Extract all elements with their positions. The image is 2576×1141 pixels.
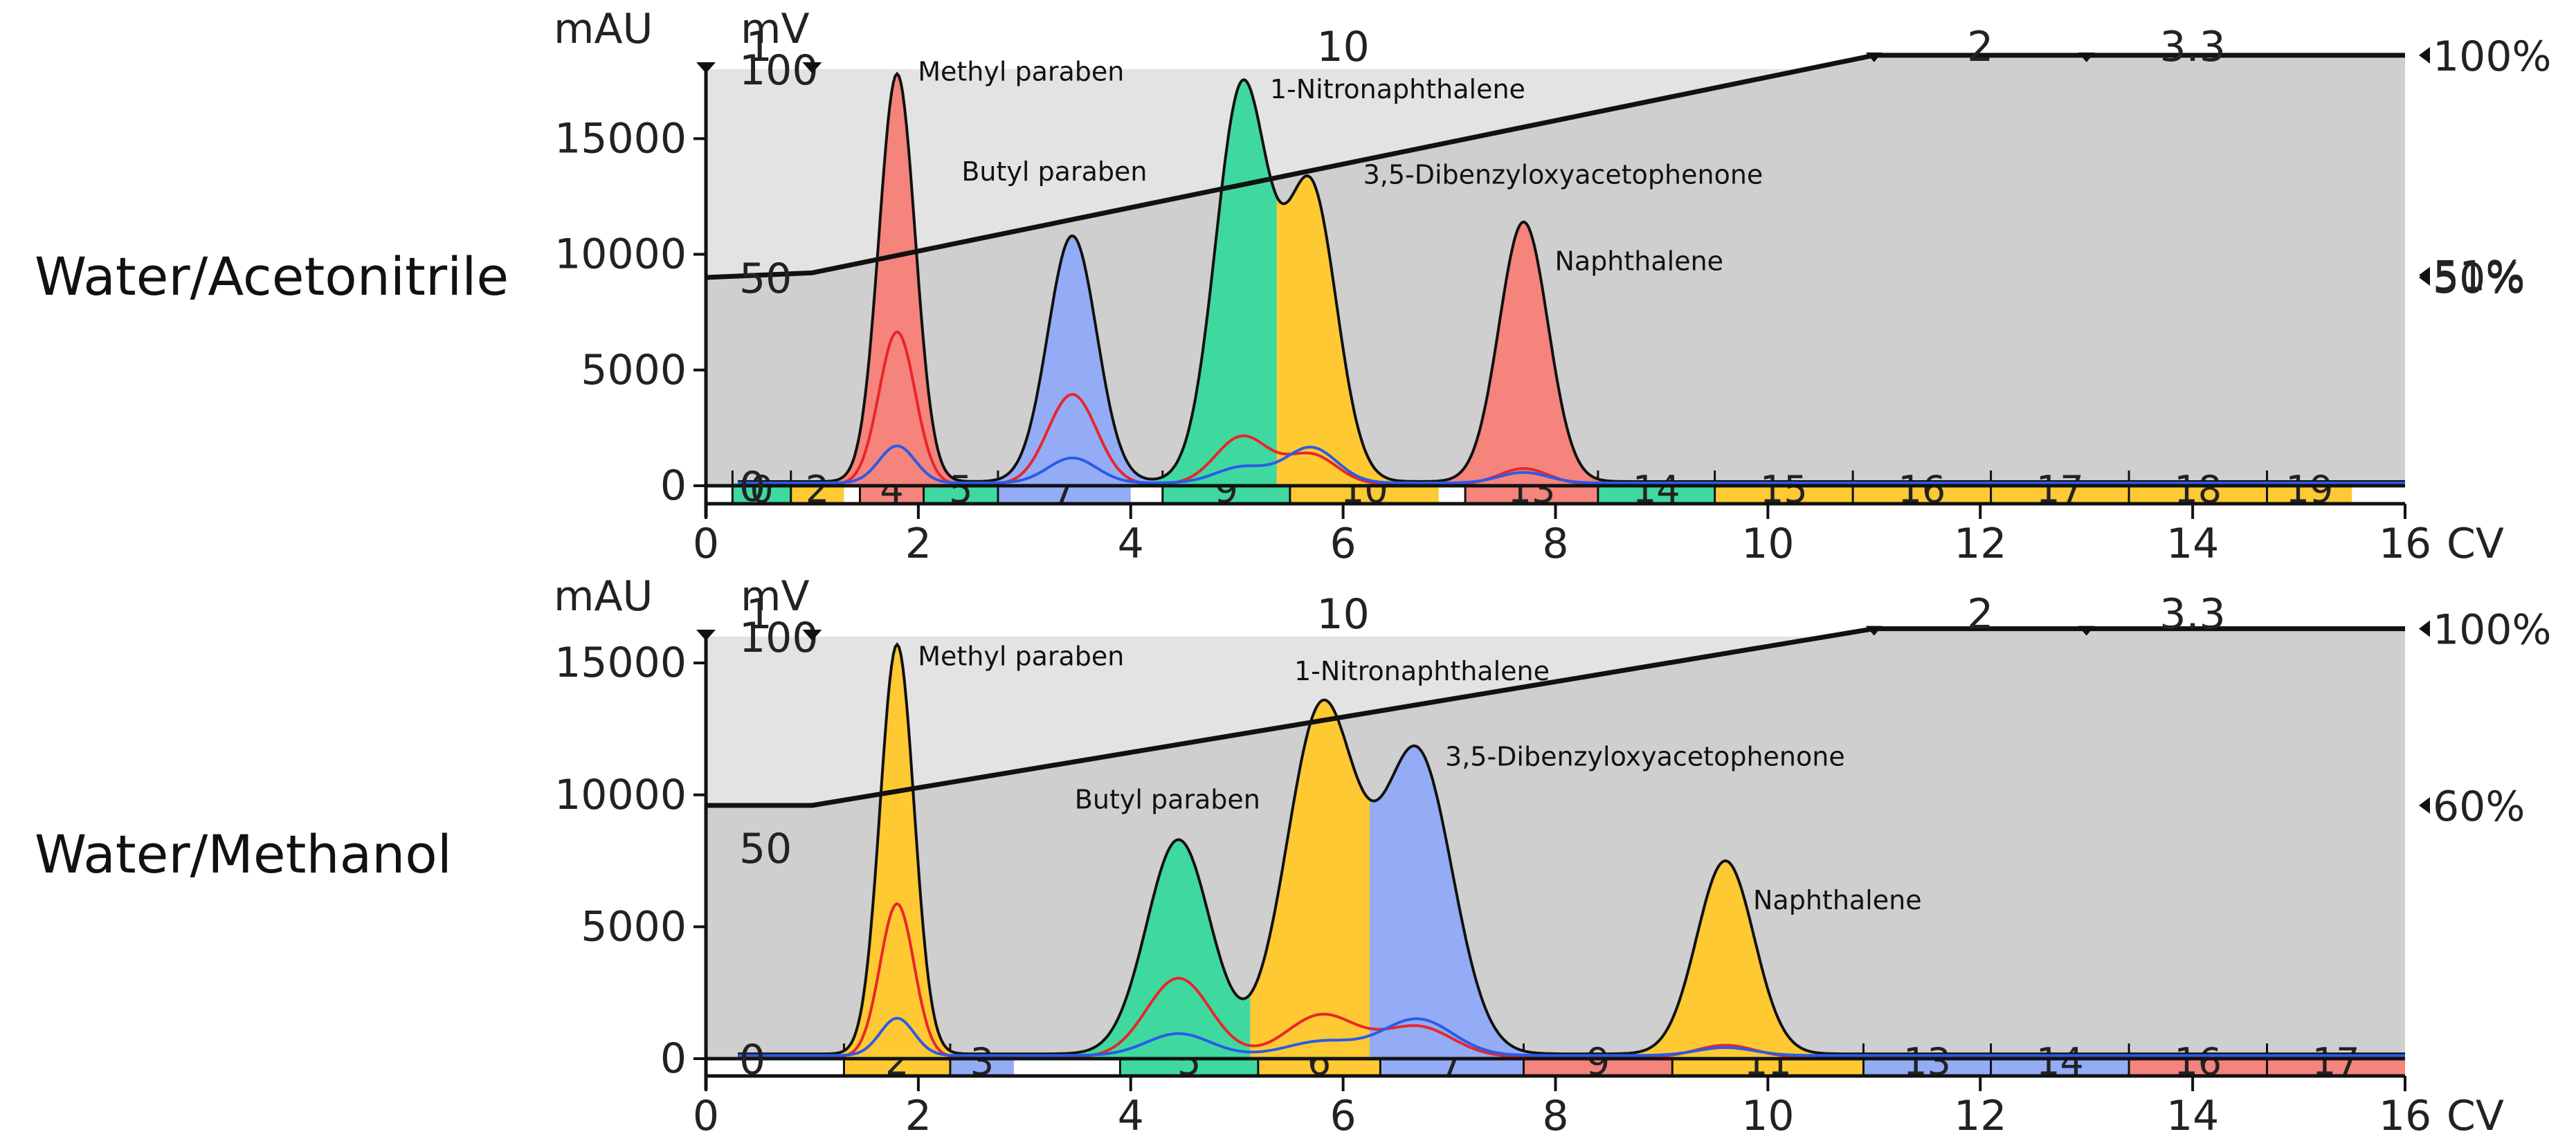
- peak-label: 1-Nitronaphthalene: [1270, 74, 1525, 104]
- peak-area: [1369, 745, 1572, 1059]
- percent-marker: [2419, 620, 2430, 637]
- x-tick-label: 10: [1741, 1092, 1794, 1140]
- mv-tick-label: 50: [739, 255, 792, 303]
- x-tick-label: 16: [2379, 1092, 2431, 1140]
- x-tick-label: 6: [1330, 520, 1357, 568]
- chart-panel-acetonitrile: 0 2 4 5 7 9 10 13 14 15 16 17 18 19050001000015000050…: [554, 5, 2552, 568]
- peak-label: Methyl paraben: [918, 57, 1124, 87]
- x-tick-label: 8: [1542, 1092, 1568, 1140]
- gradient-marker: [696, 62, 716, 73]
- y-tick-label: 5000: [581, 902, 687, 951]
- x-tick-label: 10: [1741, 520, 1794, 568]
- peak-area: [790, 73, 985, 486]
- y-tick-label: 15000: [554, 114, 687, 163]
- mv-tick-label: 0: [739, 463, 765, 511]
- peak-label: 1-Nitronaphthalene: [1294, 656, 1550, 686]
- mv-tick-label: 100: [739, 614, 819, 662]
- peak-area: [1276, 176, 1418, 486]
- gradient-step-label: 1: [746, 23, 772, 71]
- gradient-marker: [802, 62, 822, 73]
- x-tick-label: 2: [905, 520, 932, 568]
- x-tick-label: 12: [1954, 520, 2006, 568]
- percent-marker: [2419, 46, 2430, 64]
- x-tick-label: 12: [1954, 1092, 2006, 1140]
- gradient-step-label: 1: [746, 590, 772, 639]
- gradient-marker: [2078, 626, 2095, 636]
- blue-wavelength-trace: [738, 444, 2405, 484]
- gradient-step-label: 10: [1316, 590, 1369, 639]
- x-tick-label: 4: [1118, 1092, 1144, 1140]
- x-tick-label: 6: [1330, 1092, 1357, 1140]
- x-axis-label: CV: [2447, 1092, 2504, 1140]
- gradient-fill: [706, 628, 2405, 1059]
- peak-label: Naphthalene: [1554, 246, 1723, 277]
- percent-marker: [2419, 797, 2430, 814]
- peak-label: Naphthalene: [1753, 885, 1922, 915]
- gradient-marker: [802, 630, 822, 641]
- peak-area: [1250, 700, 1370, 1059]
- peak-label: Methyl paraben: [918, 641, 1124, 671]
- gradient-step-label: 3.3: [2159, 590, 2225, 639]
- peak-area: [1157, 80, 1277, 486]
- y-tick-label: 10000: [554, 771, 687, 819]
- panel-title-acetonitrile: Water/Acetonitrile: [35, 246, 509, 307]
- panel-title-methanol: Water/Methanol: [35, 823, 452, 885]
- y-tick-label: 5000: [581, 346, 687, 394]
- y-tick-label: 0: [660, 1034, 687, 1083]
- gradient-line: [706, 626, 2405, 808]
- y-tick-label: 10000: [554, 230, 687, 279]
- peak-area: [790, 645, 1038, 1059]
- percent-label: 51%: [2433, 253, 2525, 301]
- x-axis-label: CV: [2447, 520, 2504, 568]
- peak-area: [984, 235, 1158, 486]
- x-tick-label: 0: [693, 520, 719, 568]
- gradient-marker: [2078, 52, 2095, 62]
- percent-marker: [2419, 269, 2430, 286]
- percent-label: 100%: [2433, 33, 2552, 81]
- peak-label: Butyl paraben: [1075, 785, 1260, 815]
- chromatogram-trace: [738, 642, 2405, 1056]
- mv-tick-label: 100: [739, 46, 819, 95]
- gradient-fill: [706, 55, 2405, 486]
- mv-axis-label: mV: [741, 5, 810, 53]
- percent-label: 100%: [2433, 606, 2552, 655]
- gradient-line: [705, 53, 2405, 280]
- peak-label: 3,5-Dibenzyloxyacetophenone: [1445, 742, 1845, 772]
- y-axis-label: mAU: [554, 5, 653, 53]
- gradient-marker: [1865, 52, 1883, 62]
- x-tick-label: 16: [2379, 520, 2431, 568]
- x-tick-label: 0: [693, 1092, 719, 1140]
- x-tick-label: 2: [905, 1092, 932, 1140]
- x-tick-label: 8: [1542, 520, 1568, 568]
- gradient-step-label: 3.3: [2159, 23, 2225, 71]
- gradient-marker: [696, 630, 716, 641]
- x-tick-label: 14: [2166, 1092, 2219, 1140]
- mv-axis-label: mV: [741, 572, 810, 621]
- mv-tick-label: 0: [739, 1036, 765, 1084]
- y-tick-label: 0: [660, 462, 687, 510]
- y-axis-label: mAU: [554, 572, 653, 621]
- percent-label: 60%: [2433, 783, 2525, 831]
- blue-wavelength-trace: [738, 1016, 2405, 1057]
- x-tick-label: 14: [2166, 520, 2219, 568]
- gradient-step-label: 10: [1316, 23, 1369, 71]
- chart-panel-methanol: 2 3 5 6 7 9 11 13 14 16 17050001000015000050100mAU…: [554, 572, 2552, 1140]
- gradient-step-label: 2: [1967, 590, 1993, 639]
- peak-area: [1417, 221, 1673, 486]
- peak-label: 3,5-Dibenzyloxyacetophenone: [1363, 159, 1763, 190]
- x-tick-label: 4: [1118, 520, 1144, 568]
- y-tick-label: 15000: [554, 639, 687, 687]
- mv-tick-label: 50: [739, 825, 792, 873]
- peak-area: [1571, 861, 1874, 1059]
- percent-label: 50%: [2433, 255, 2525, 303]
- gradient-step-label: 2: [1967, 23, 1993, 71]
- peak-label: Butyl paraben: [961, 156, 1147, 187]
- gradient-marker: [1865, 626, 1883, 636]
- peak-area: [1037, 839, 1251, 1059]
